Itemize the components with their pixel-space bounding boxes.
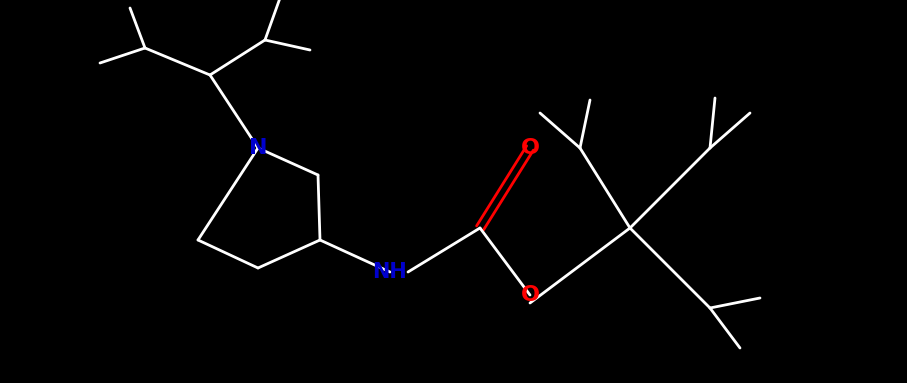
Text: O: O [521,138,540,158]
Text: O: O [521,285,540,305]
Text: N: N [249,138,268,158]
Text: NH: NH [373,262,407,282]
